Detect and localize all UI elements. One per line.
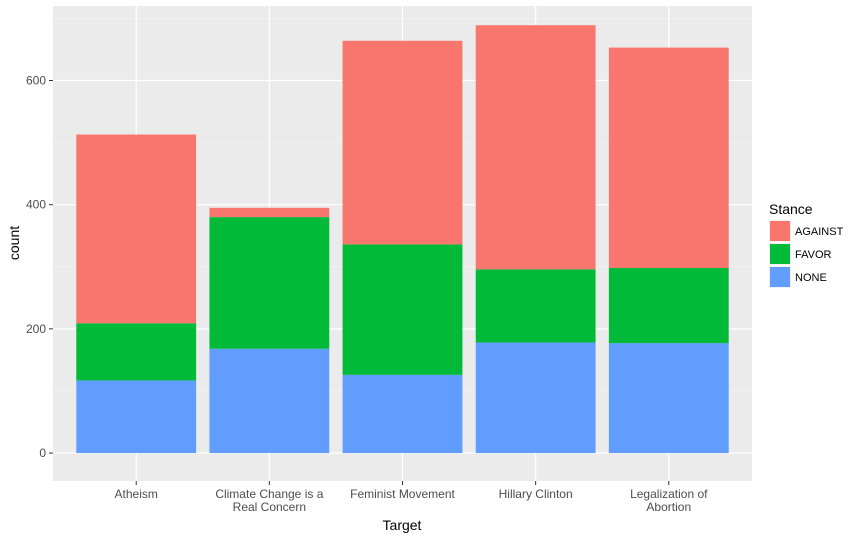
bar-segment-against — [209, 207, 330, 218]
x-tick-label: Climate Change is a Real Concern — [215, 487, 323, 514]
bar-segment-favor — [209, 217, 330, 349]
y-axis-title: count — [6, 226, 22, 260]
legend-swatch-against — [770, 221, 790, 241]
bar-segment-favor — [608, 268, 729, 344]
x-tick-label: Feminist Movement — [350, 487, 455, 501]
legend: Stance AGAINST FAVOR NONE — [769, 201, 844, 288]
bar-segment-none — [76, 380, 197, 454]
legend-label-favor: FAVOR — [795, 249, 832, 261]
bar-segment-against — [608, 47, 729, 269]
bar-segment-none — [475, 342, 596, 454]
y-tick-label: 0 — [39, 446, 46, 460]
x-tick-label: Legalization of Abortion — [630, 487, 708, 514]
y-axis: 0 200 400 600 — [26, 74, 53, 460]
legend-label-against: AGAINST — [795, 226, 844, 238]
y-tick-label: 400 — [26, 198, 46, 212]
x-axis-title: Target — [383, 517, 422, 533]
bar-segment-against — [342, 40, 463, 245]
bar-segment-none — [608, 343, 729, 454]
bar-segment-favor — [76, 323, 197, 381]
x-axis: Atheism Climate Change is a Real Concern Fe… — [115, 481, 708, 514]
legend-swatch-none — [770, 267, 790, 287]
bar-segment-against — [76, 134, 197, 324]
bars — [76, 25, 729, 454]
bar-segment-none — [342, 374, 463, 454]
x-tick-label: Atheism — [115, 487, 158, 501]
bar-segment-none — [209, 348, 330, 454]
legend-swatch-favor — [770, 244, 790, 264]
legend-label-none: NONE — [795, 272, 827, 284]
x-tick-label: Hillary Clinton — [499, 487, 573, 501]
bar-segment-favor — [342, 244, 463, 375]
legend-title: Stance — [769, 201, 813, 217]
y-tick-label: 200 — [26, 322, 46, 336]
bar-segment-favor — [475, 269, 596, 343]
bar-segment-against — [475, 25, 596, 270]
y-tick-label: 600 — [26, 74, 46, 88]
